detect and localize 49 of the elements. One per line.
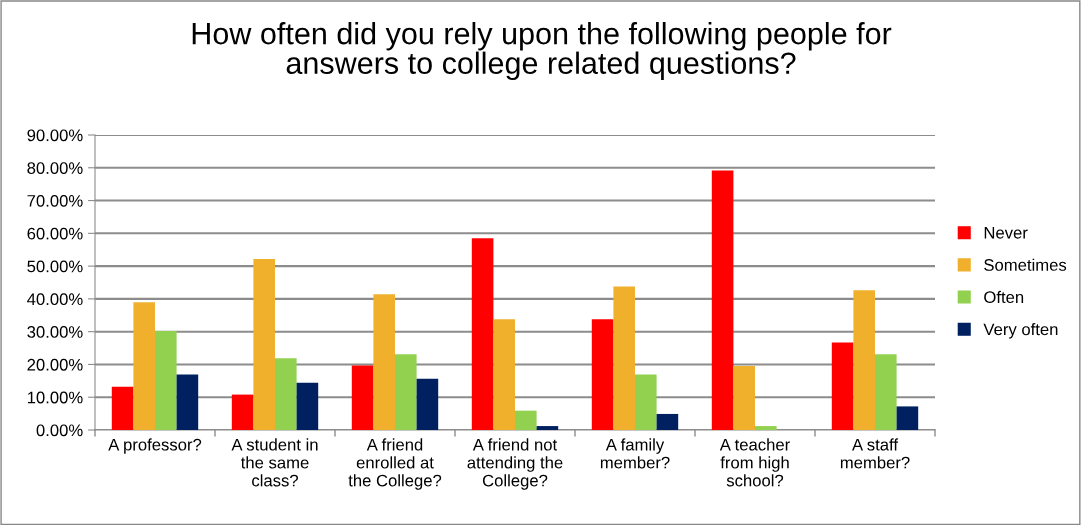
x-tick-label: A staff member? xyxy=(840,438,910,469)
y-tick-label: 20.00% xyxy=(27,358,83,371)
legend-label: Often xyxy=(984,290,1024,304)
bar xyxy=(591,319,614,430)
bar xyxy=(635,374,657,430)
bar xyxy=(176,374,199,430)
y-tick-label: 30.00% xyxy=(27,326,83,338)
bar xyxy=(416,378,439,430)
bar xyxy=(471,238,494,430)
bar xyxy=(111,386,134,430)
bar xyxy=(253,258,275,430)
bar xyxy=(275,358,297,430)
bar xyxy=(296,382,319,430)
bar xyxy=(536,426,559,430)
bar xyxy=(875,354,897,430)
bar xyxy=(656,413,679,430)
chart-title: How often did you rely upon the following people for answers to college related questions? xyxy=(192,22,892,81)
bar xyxy=(733,366,755,430)
legend-label: Sometimes xyxy=(984,258,1067,271)
y-tick-label: 80.00% xyxy=(27,162,83,174)
y-tick-label: 70.00% xyxy=(27,194,83,207)
legend-label: Never xyxy=(984,227,1028,239)
x-tick-label: A family member? xyxy=(600,438,670,469)
bar xyxy=(231,394,254,430)
bar xyxy=(755,426,777,430)
y-tick-label: 50.00% xyxy=(27,260,83,273)
x-tick-label: A professor? xyxy=(108,438,202,454)
bar xyxy=(373,294,395,430)
x-tick-label: A friend enrolled at the College? xyxy=(348,438,442,490)
x-tick-label: A teacher from high school? xyxy=(719,438,790,487)
bar xyxy=(155,331,177,430)
bar xyxy=(133,302,155,430)
x-tick-label: A friend not attending the College? xyxy=(467,438,563,490)
bar xyxy=(853,290,875,430)
bar xyxy=(515,410,537,430)
y-tick-label: 90.00% xyxy=(27,129,83,142)
y-tick-label: 0.00% xyxy=(36,424,83,437)
y-tick-label: 60.00% xyxy=(27,227,83,240)
y-tick-label: 40.00% xyxy=(27,293,83,306)
x-tick-label: A student in the same class? xyxy=(231,438,318,487)
bar xyxy=(351,365,374,430)
bar xyxy=(711,170,734,430)
bar xyxy=(831,342,854,430)
bar xyxy=(896,406,919,430)
bar xyxy=(613,286,635,430)
legend-label: Very often xyxy=(983,323,1058,339)
bar xyxy=(493,319,515,430)
bar xyxy=(395,354,417,430)
y-tick-label: 10.00% xyxy=(27,391,83,404)
